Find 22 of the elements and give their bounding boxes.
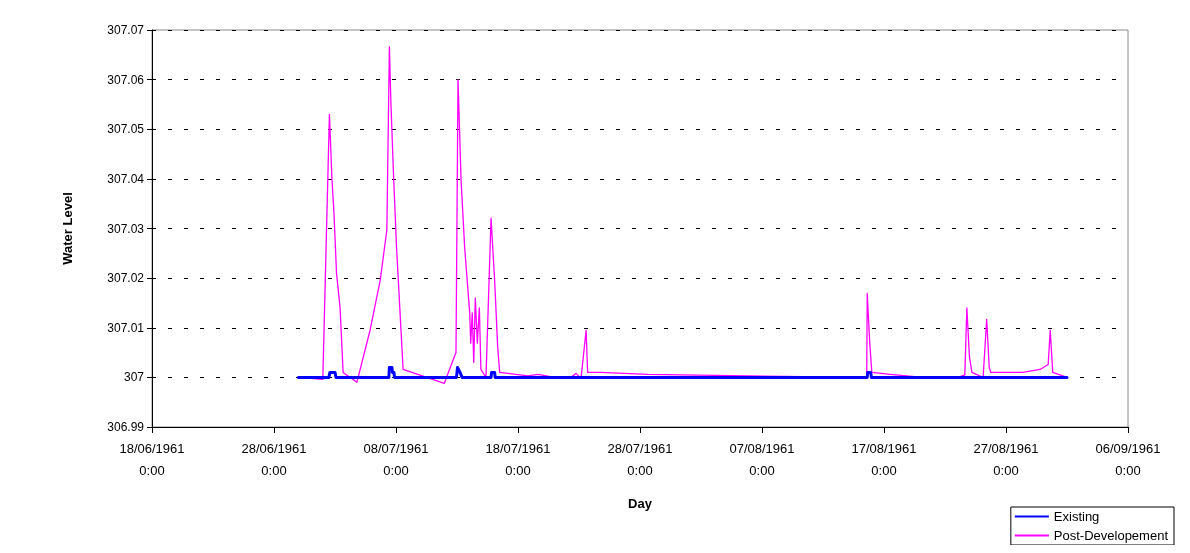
x-tick-label: 27/08/1961 0:00 [973,440,1039,478]
y-axis-title: Water Level [60,192,75,265]
x-tick-label: 28/07/1961 0:00 [607,440,673,478]
x-axis-title: Day [628,496,653,511]
y-tick-label: 307 [123,370,145,385]
x-tick-label: 18/06/1961 0:00 [119,440,185,478]
y-tick-label: 307.01 [107,320,145,335]
x-tick-label: 18/07/1961 0:00 [485,440,551,478]
y-tick-label: 307.03 [107,221,145,236]
y-tick-label: 307.07 [107,23,145,37]
y-tick-label: 307.04 [107,171,145,186]
x-tick-label: 28/06/1961 0:00 [241,440,307,478]
x-tick-label: 06/09/1961 0:00 [1095,440,1161,478]
y-tick-label: 307.05 [107,122,145,137]
y-tick-label: 307.06 [107,72,145,87]
x-tick-label: 07/08/1961 0:00 [729,440,795,478]
legend-label: Post-Developement [1053,528,1169,543]
legend-label: Existing [1053,509,1100,524]
y-tick-label: 307.02 [107,271,145,286]
x-tick-label: 08/07/1961 0:00 [363,440,429,478]
y-tick-label: 306.99 [107,420,145,434]
x-tick-label: 17/08/1961 0:00 [851,440,917,478]
